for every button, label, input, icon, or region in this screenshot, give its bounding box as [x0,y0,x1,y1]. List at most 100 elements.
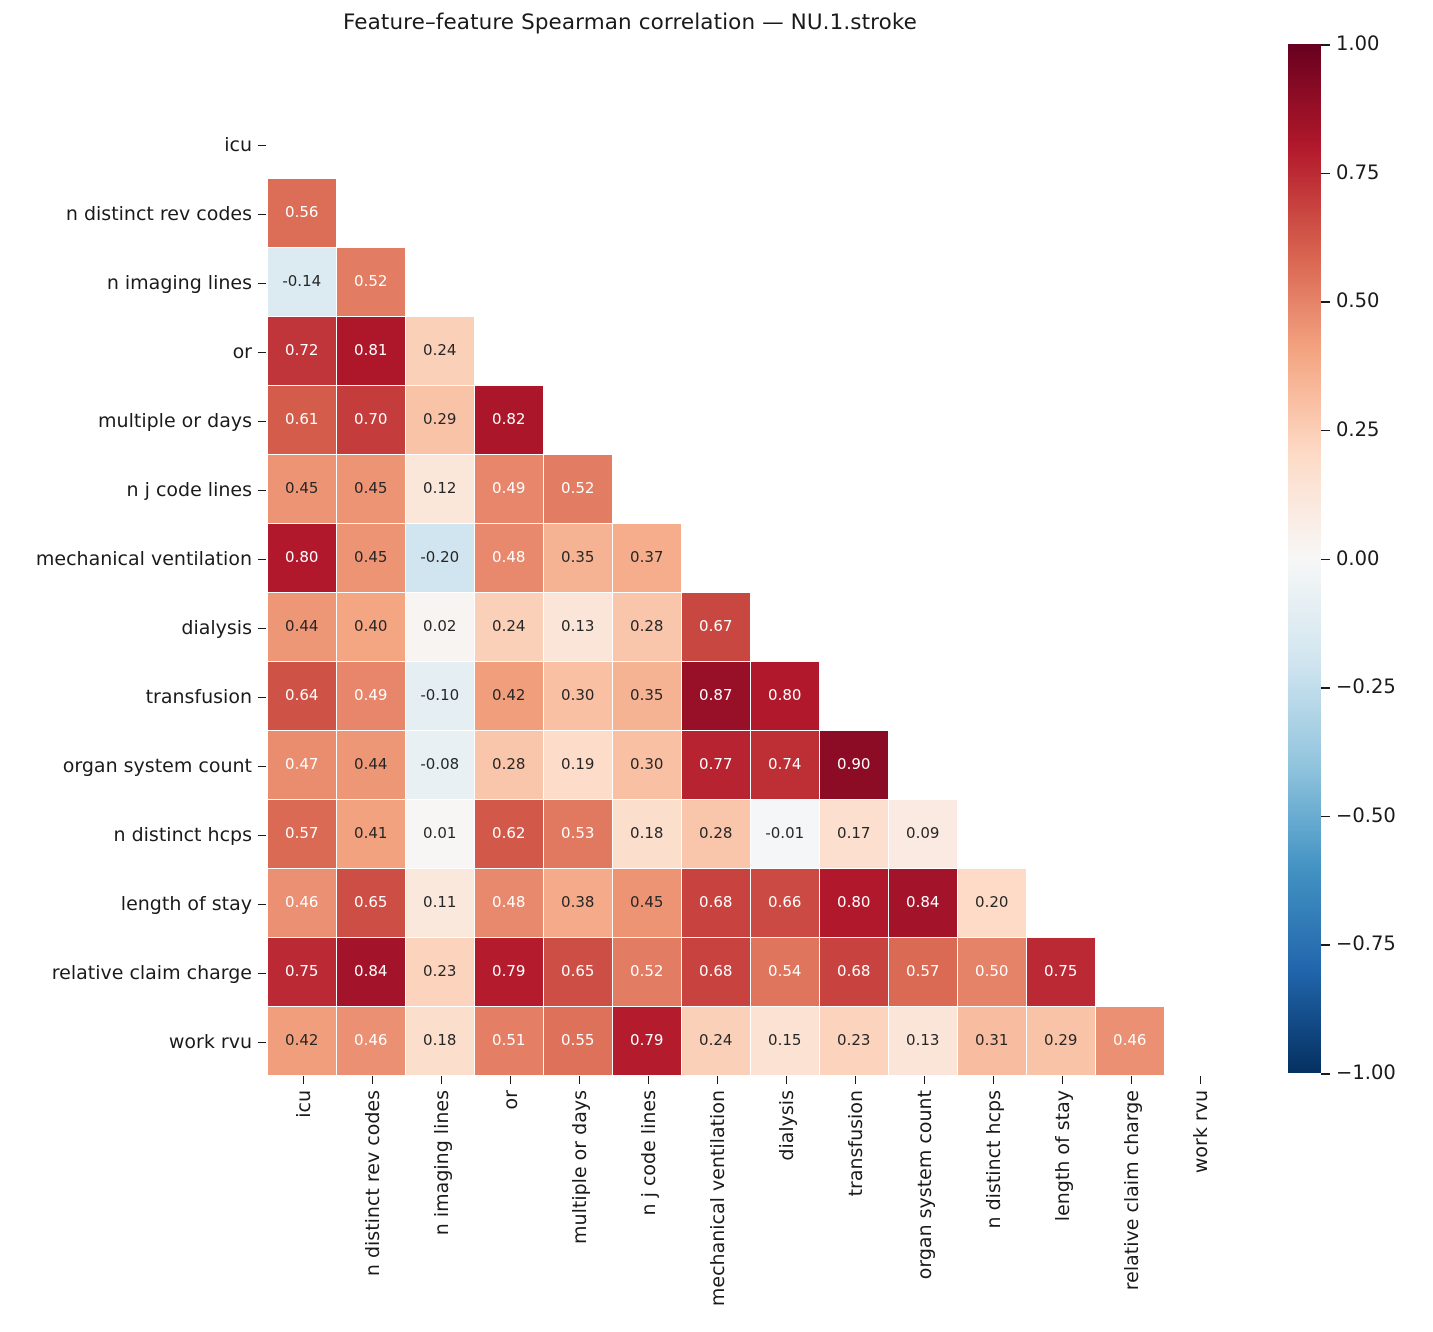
heatmap-cell: 0.15 [751,1007,819,1075]
colorbar-tick-mark [1321,944,1330,946]
x-tick-label: relative claim charge [1120,1090,1143,1291]
heatmap-cell: 0.24 [406,317,474,385]
cell-value: 0.15 [768,1031,802,1050]
cell-value: 0.20 [975,893,1009,912]
x-tick-mark [647,1076,650,1084]
y-tick-label: organ system count [62,754,252,777]
heatmap-cell: 0.46 [337,1007,405,1075]
heatmap-cell: -0.14 [268,248,336,316]
x-tick-mark [371,1076,374,1084]
cell-value: 0.66 [768,893,802,912]
heatmap-cell: 0.87 [682,662,750,730]
heatmap-cell: 0.65 [544,938,612,1006]
y-tick-mark [258,627,266,630]
heatmap-cell: 0.48 [475,524,543,592]
heatmap-cell: 0.09 [889,800,957,868]
cell-value: 0.52 [354,272,388,291]
page-title: Feature–feature Spearman correlation — N… [343,10,917,35]
cell-value: 0.65 [561,962,595,981]
y-tick-label: work rvu [168,1030,252,1053]
x-tick-mark [992,1076,995,1084]
heatmap-cell: 0.61 [268,386,336,454]
cell-value: 0.35 [630,686,664,705]
cell-value: 0.49 [492,479,526,498]
colorbar-tick-mark [1321,1073,1330,1075]
heatmap-cell: 0.02 [406,593,474,661]
colorbar-tick-mark [1321,172,1330,175]
cell-value: 0.79 [630,1031,664,1050]
cell-value: 0.42 [285,1031,319,1050]
heatmap-cell: 0.82 [475,386,543,454]
heatmap-cell: 0.72 [268,317,336,385]
x-tick-mark [509,1076,512,1084]
cell-value: 0.50 [975,962,1009,981]
y-tick-label: multiple or days [98,409,252,432]
heatmap-cell: 0.65 [337,869,405,937]
heatmap-cell: -0.20 [406,524,474,592]
heatmap-cell: -0.10 [406,662,474,730]
y-tick-label: n distinct rev codes [65,202,252,225]
colorbar-tick-mark [1321,429,1330,432]
x-tick-mark [440,1076,443,1084]
cell-value: 0.40 [354,617,388,636]
colorbar-tick-label: −0.25 [1336,675,1396,699]
heatmap-cell: 0.23 [406,938,474,1006]
heatmap-cell: 0.46 [1096,1007,1164,1075]
cell-value: 0.80 [285,548,319,567]
cell-value: 0.64 [285,686,319,705]
cell-value: 0.81 [354,341,388,360]
cell-value: 0.28 [630,617,664,636]
heatmap-cell: 0.68 [820,938,888,1006]
cell-value: 0.23 [837,1031,871,1050]
heatmap-cell: 0.45 [268,455,336,523]
heatmap-cell: 0.28 [613,593,681,661]
heatmap-cell: 0.79 [475,938,543,1006]
x-tick-mark [302,1076,305,1084]
colorbar-tick-label: 0.25 [1336,417,1380,441]
cell-value: 0.01 [423,824,457,843]
cell-value: 0.02 [423,617,457,636]
x-tick-label: length of stay [1051,1090,1074,1222]
heatmap-cell: 0.29 [406,386,474,454]
heatmap-cell: 0.42 [268,1007,336,1075]
cell-value: 0.45 [630,893,664,912]
cell-value: 0.55 [561,1031,595,1050]
cell-value: 0.24 [699,1031,733,1050]
cell-value: 0.70 [354,410,388,429]
heatmap-cell: 0.42 [475,662,543,730]
x-tick-label: organ system count [913,1090,936,1280]
y-tick-mark [258,489,266,492]
y-tick-mark [258,765,266,768]
heatmap-cell: 0.54 [751,938,819,1006]
y-axis: icu n distinct rev codes n imaging lines or… [0,110,266,1076]
y-tick-mark [258,903,266,906]
cell-value: 0.28 [492,755,526,774]
cell-value: -0.20 [420,548,460,567]
x-tick-mark [578,1076,581,1084]
cell-value: 0.18 [423,1031,457,1050]
heatmap-cell: -0.08 [406,731,474,799]
heatmap-cell: 0.35 [544,524,612,592]
colorbar-tick-mark [1321,558,1330,561]
colorbar-tick-mark [1321,301,1330,303]
y-tick-mark [258,420,266,423]
y-tick-label: mechanical ventilation [35,547,252,570]
colorbar-gradient[interactable] [1288,44,1321,1073]
heatmap-cell: 0.68 [682,869,750,937]
x-tick-label: work rvu [1189,1090,1212,1174]
cell-value: 0.28 [699,824,733,843]
cell-value: 0.49 [354,686,388,705]
cell-value: 0.68 [699,962,733,981]
heatmap-cell: 0.57 [268,800,336,868]
heatmap-cell: 0.51 [475,1007,543,1075]
cell-value: 0.35 [561,548,595,567]
cell-value: 0.46 [1113,1031,1147,1050]
cell-value: 0.48 [492,893,526,912]
cell-value: 0.52 [630,962,664,981]
cell-value: 0.51 [492,1031,526,1050]
heatmap-cell: 0.50 [958,938,1026,1006]
heatmap-cell: 0.45 [613,869,681,937]
heatmap-grid: 0.56 -0.14 0.52 0.72 0.81 0.24 0.61 0.70 0.29 0.8… [268,110,1165,1076]
colorbar-tick-mark [1321,44,1330,46]
